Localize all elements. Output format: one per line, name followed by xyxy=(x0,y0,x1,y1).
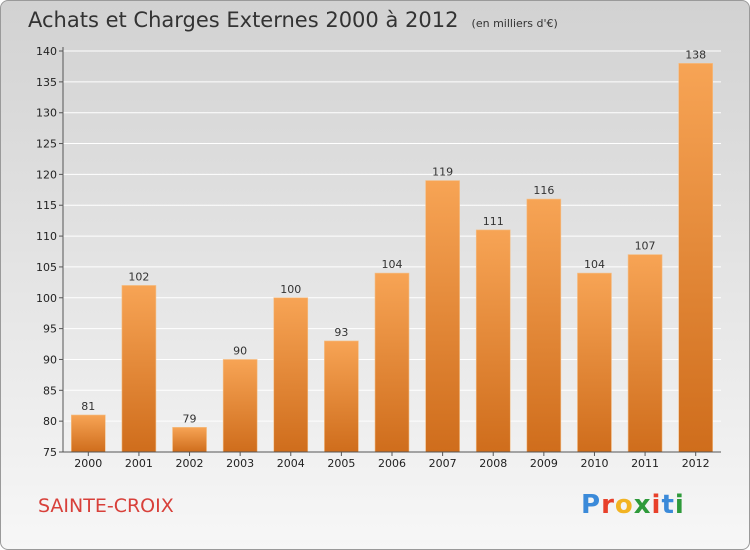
data-label: 116 xyxy=(533,184,554,197)
data-label: 138 xyxy=(685,48,706,61)
x-tick-label: 2004 xyxy=(277,457,305,470)
bar xyxy=(374,272,410,453)
chart-title-block: Achats et Charges Externes 2000 à 2012 (… xyxy=(28,8,558,32)
y-tick-label: 90 xyxy=(43,353,57,366)
x-tick-label: 2007 xyxy=(429,457,457,470)
x-tick-label: 2005 xyxy=(327,457,355,470)
logo-letter: r xyxy=(601,490,615,520)
data-label: 79 xyxy=(183,412,197,425)
bar xyxy=(678,63,713,453)
bar xyxy=(475,229,511,453)
data-label: 111 xyxy=(483,215,504,228)
proxiti-logo: Proxiti xyxy=(581,490,685,520)
logo-letter: x xyxy=(633,490,652,520)
x-tick-label: 2002 xyxy=(176,457,204,470)
x-tick-label: 2008 xyxy=(479,457,507,470)
bar xyxy=(627,254,663,453)
y-tick-label: 135 xyxy=(36,76,57,89)
y-tick-label: 75 xyxy=(43,446,57,459)
commune-name: SAINTE-CROIX xyxy=(38,495,174,517)
logo-letter: P xyxy=(581,490,602,520)
y-tick-label: 100 xyxy=(36,292,57,305)
y-tick-label: 105 xyxy=(36,261,57,274)
y-tick-label: 115 xyxy=(36,199,57,212)
data-label: 81 xyxy=(81,400,95,413)
x-tick-label: 2001 xyxy=(125,457,153,470)
y-tick-label: 130 xyxy=(36,107,57,120)
bar xyxy=(71,414,106,453)
bar xyxy=(121,285,157,453)
data-label: 119 xyxy=(432,166,453,179)
chart-title: Achats et Charges Externes 2000 à 2012 xyxy=(28,8,459,32)
x-tick-label: 2000 xyxy=(74,457,102,470)
x-tick-label: 2009 xyxy=(530,457,558,470)
bar xyxy=(172,427,207,453)
data-label: 102 xyxy=(128,270,149,283)
x-tick-label: 2011 xyxy=(631,457,659,470)
logo-letter: i xyxy=(674,490,685,520)
y-tick-label: 120 xyxy=(36,168,57,181)
x-tick-label: 2006 xyxy=(378,457,406,470)
y-tick-label: 125 xyxy=(36,138,57,151)
data-label: 93 xyxy=(334,326,348,339)
bar xyxy=(526,198,562,453)
logo-letter: i xyxy=(651,490,662,520)
x-tick-label: 2010 xyxy=(580,457,608,470)
chart-unit: (en milliers d'€) xyxy=(471,17,558,30)
y-tick-label: 140 xyxy=(36,45,57,58)
bar xyxy=(273,297,309,453)
y-tick-label: 95 xyxy=(43,323,57,336)
y-tick-label: 80 xyxy=(43,415,57,428)
data-label: 107 xyxy=(635,240,656,253)
x-tick-label: 2003 xyxy=(226,457,254,470)
bar xyxy=(222,359,258,453)
y-tick-label: 85 xyxy=(43,384,57,397)
data-label: 100 xyxy=(280,283,301,296)
logo-letter: t xyxy=(661,490,675,520)
bar xyxy=(577,272,612,453)
bar xyxy=(425,180,460,453)
data-label: 90 xyxy=(233,344,247,357)
y-tick-label: 110 xyxy=(36,230,57,243)
data-label: 104 xyxy=(584,258,605,271)
x-tick-label: 2012 xyxy=(682,457,710,470)
data-label: 104 xyxy=(382,258,403,271)
logo-letter: o xyxy=(614,490,634,520)
bar xyxy=(324,340,359,453)
